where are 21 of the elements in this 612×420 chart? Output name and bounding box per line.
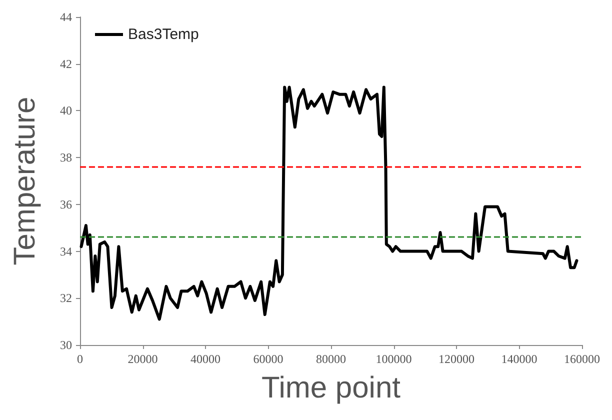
x-tick-label: 20000 — [128, 352, 158, 366]
x-tick-label: 60000 — [253, 352, 284, 366]
x-tick-label: 40000 — [190, 352, 220, 366]
y-tick-label: 38 — [60, 150, 72, 165]
x-tick-label: 100000 — [376, 352, 412, 366]
x-axis-title: Time point — [262, 372, 402, 404]
x-tick-label: 0 — [77, 352, 83, 366]
x-tick-label: 160000 — [564, 352, 600, 366]
y-tick-label: 36 — [60, 197, 72, 212]
y-axis-title: Temperature — [8, 96, 42, 266]
line-series — [80, 86, 578, 321]
y-tick-label: 34 — [60, 244, 72, 258]
x-tick-label: 120000 — [438, 352, 474, 366]
legend-label: Bas3Temp — [128, 26, 199, 43]
y-tick-label: 42 — [60, 56, 72, 71]
y-tick-label: 40 — [60, 104, 72, 118]
y-tick-label: 44 — [60, 10, 72, 24]
y-tick-label: 32 — [60, 291, 72, 306]
x-tick-label: 140000 — [501, 352, 538, 366]
y-tick-label: 30 — [60, 338, 72, 352]
x-tick-label: 80000 — [316, 352, 346, 366]
